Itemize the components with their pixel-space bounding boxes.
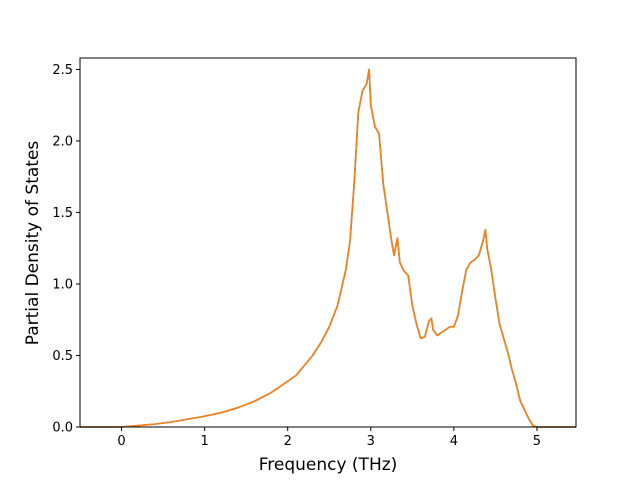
y-axis-ticks: 0.0 0.5 1.0 1.5 2.0 2.5 — [52, 63, 80, 436]
plot-frame — [79, 57, 577, 428]
y-tick-label: 0.5 — [52, 349, 73, 364]
plot-lines — [80, 68, 576, 428]
x-tick-label: 2 — [284, 434, 292, 449]
y-axis-label: Partial Density of States — [23, 141, 43, 346]
y-tick-label: 1.5 — [52, 206, 73, 221]
x-axis-ticks: 0 1 2 3 4 5 — [117, 427, 541, 449]
y-tick-label: 1.0 — [52, 277, 73, 292]
series-line-2 — [80, 68, 576, 428]
x-tick-label: 5 — [533, 434, 541, 449]
y-tick-label: 2.0 — [52, 134, 73, 149]
y-tick-label: 2.5 — [52, 63, 73, 78]
x-tick-label: 0 — [117, 434, 125, 449]
x-axis-label: Frequency (THz) — [259, 455, 398, 475]
x-tick-label: 4 — [450, 434, 458, 449]
x-tick-label: 3 — [367, 434, 375, 449]
x-tick-label: 1 — [200, 434, 208, 449]
y-tick-label: 0.0 — [52, 421, 73, 436]
